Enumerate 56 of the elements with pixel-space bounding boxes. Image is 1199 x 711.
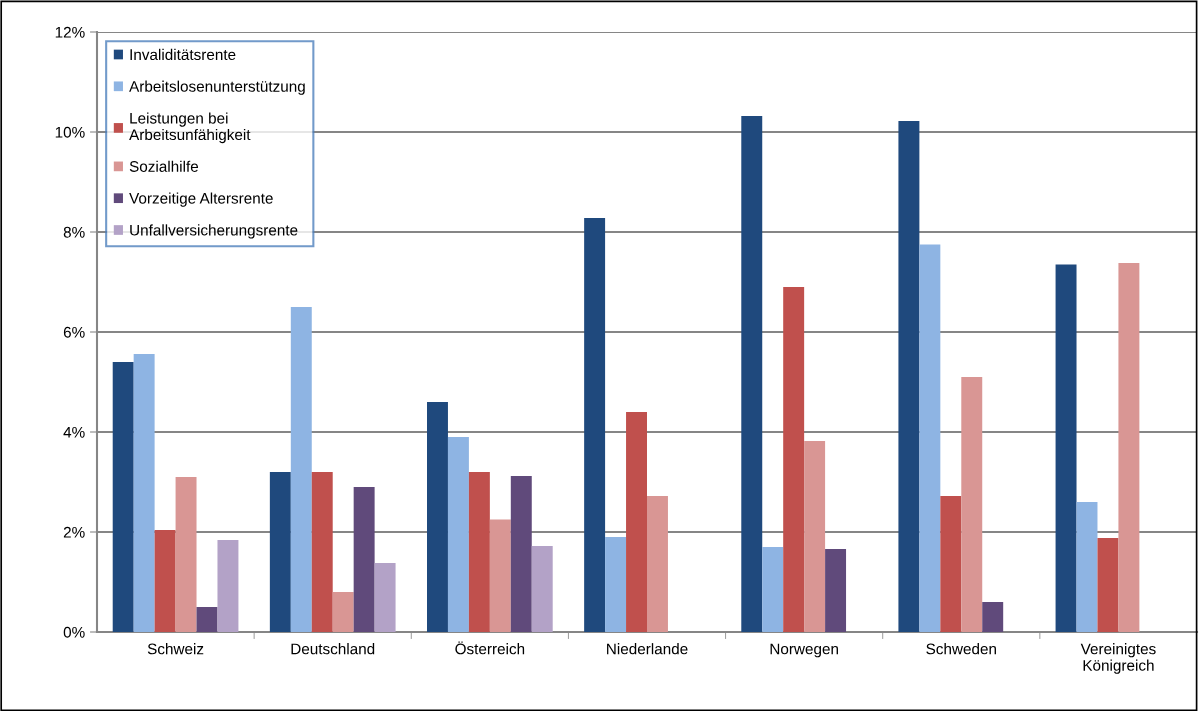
- bar: [804, 441, 826, 632]
- bar: [605, 537, 627, 632]
- bar: [919, 244, 941, 632]
- y-tick-label: 12%: [55, 26, 85, 38]
- bar: [133, 354, 155, 632]
- bar: [311, 472, 333, 632]
- legend-label: Invaliditätsrente: [130, 48, 236, 61]
- bar: [332, 592, 354, 632]
- bar: [217, 540, 239, 632]
- bar: [1118, 263, 1140, 632]
- bar: [427, 402, 448, 632]
- y-tick-label: 6%: [63, 326, 85, 338]
- x-tick-label: Deutschland: [291, 643, 375, 655]
- bar: [762, 547, 784, 632]
- bar: [584, 218, 606, 632]
- bar: [353, 487, 375, 632]
- bar: [468, 472, 490, 632]
- bar: [982, 602, 1004, 632]
- x-tick-label: Schweiz: [147, 643, 204, 655]
- x-tick-label: Schweden: [926, 643, 996, 655]
- y-tick-label: 10%: [55, 126, 85, 138]
- bar: [825, 549, 847, 632]
- bar: [783, 287, 805, 632]
- x-tick-label: Österreich: [455, 641, 525, 655]
- legend-label: Vorzeitige Altersrente: [129, 192, 273, 207]
- x-tick-label: Norwegen: [770, 643, 838, 658]
- bar: [269, 472, 291, 632]
- bar: [112, 362, 134, 632]
- bar: [290, 307, 312, 632]
- bar: [531, 546, 553, 632]
- legend-label: Arbeitslosenunterstützung: [129, 80, 305, 95]
- bar: [175, 477, 197, 632]
- bar: [1055, 264, 1077, 632]
- y-tick-label: 4%: [63, 426, 85, 438]
- bar: [154, 530, 176, 632]
- bar: [374, 563, 396, 632]
- legend-label: Unfallversicherungsrente: [130, 224, 298, 239]
- y-tick-label: 8%: [63, 226, 85, 238]
- bar: [940, 496, 962, 632]
- bar: [1076, 502, 1098, 632]
- bar: [447, 437, 469, 632]
- bar: [489, 519, 511, 632]
- x-tick-label: Vereinigtes Königreich: [1080, 643, 1156, 674]
- bar: [196, 607, 218, 632]
- bar: [898, 121, 920, 632]
- y-tick-label: 0%: [63, 626, 85, 638]
- bar: [1097, 538, 1119, 632]
- bar: [741, 116, 763, 632]
- bar: [961, 377, 983, 632]
- bar: [510, 476, 532, 632]
- y-tick-label: 2%: [63, 526, 85, 538]
- x-tick-label: Niederlande: [607, 643, 688, 655]
- legend-label: Sozialhilfe: [129, 160, 199, 172]
- legend-label: Leistungen bei Arbeitsunfähigkeit: [129, 112, 251, 144]
- bar: [626, 412, 647, 632]
- bar: [647, 496, 668, 632]
